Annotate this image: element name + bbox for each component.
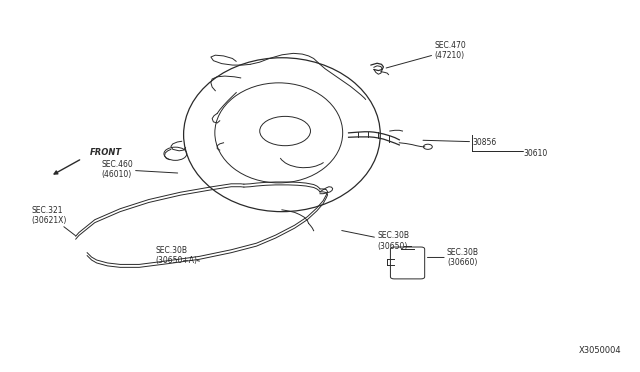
Text: SEC.30B
(30650): SEC.30B (30650) [342, 231, 409, 251]
Text: SEC.30B
(30660): SEC.30B (30660) [428, 248, 479, 267]
Text: SEC.30B
(30650+A): SEC.30B (30650+A) [155, 246, 200, 265]
Text: X3050004: X3050004 [579, 346, 621, 355]
Text: 30610: 30610 [523, 148, 547, 157]
Text: 30856: 30856 [423, 138, 497, 147]
Text: SEC.460
(46010): SEC.460 (46010) [101, 160, 178, 179]
Text: SEC.470
(47210): SEC.470 (47210) [386, 41, 466, 68]
Text: SEC.321
(30621X): SEC.321 (30621X) [31, 206, 76, 235]
Text: FRONT: FRONT [90, 148, 122, 157]
